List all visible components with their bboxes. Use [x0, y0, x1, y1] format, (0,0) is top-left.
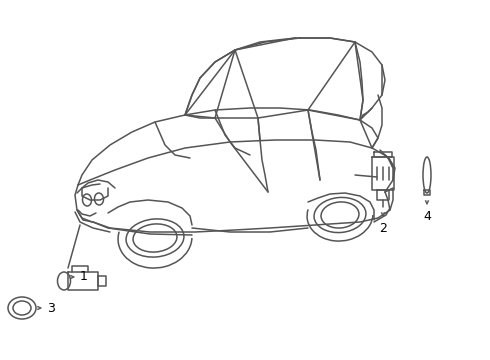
Text: 2: 2 — [379, 222, 387, 235]
Text: 4: 4 — [423, 210, 431, 223]
Text: 1: 1 — [80, 270, 88, 284]
Text: 3: 3 — [47, 302, 55, 315]
